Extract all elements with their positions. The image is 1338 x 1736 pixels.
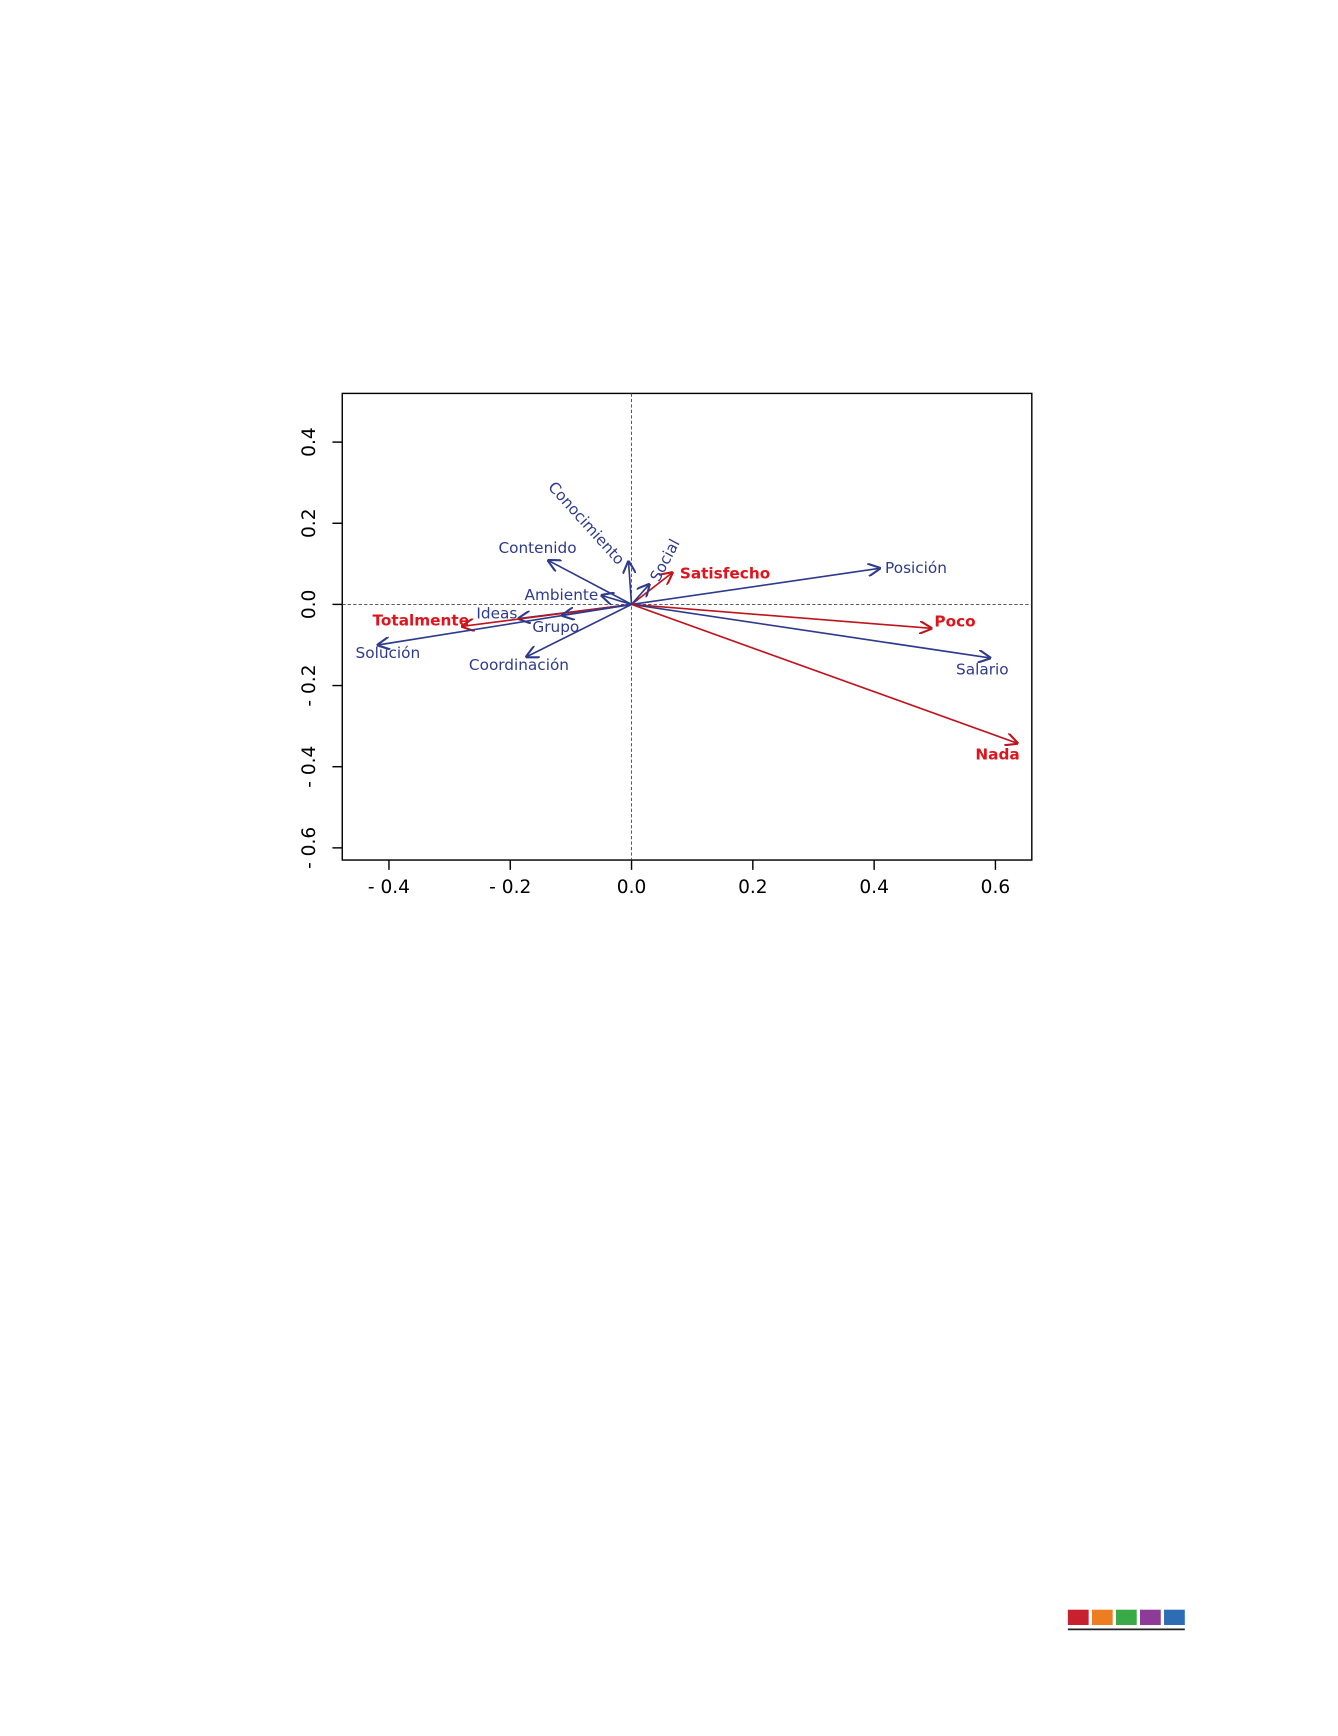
x-tick-label: - 0.2	[489, 877, 531, 898]
vector-arrow	[527, 603, 632, 656]
vector-label: Ambiente	[525, 586, 599, 604]
vector-label: Poco	[934, 612, 975, 630]
vector-arrow	[631, 603, 932, 628]
vector-arrow	[630, 585, 650, 605]
vector-label: Contenido	[498, 539, 576, 557]
vector-label: Social	[646, 536, 683, 584]
vector-label: Totalmente	[373, 611, 470, 629]
vector-arrow	[631, 603, 1018, 743]
vector-arrow	[629, 562, 632, 605]
y-tick-label: - 0.6	[299, 827, 320, 869]
y-tick-label: 0.2	[299, 508, 320, 538]
y-tick-label: - 0.4	[299, 746, 320, 788]
vector-label: Ideas	[476, 605, 517, 623]
vector-label: Grupo	[532, 618, 579, 636]
x-tick-label: 0.2	[738, 877, 768, 898]
x-tick-label: 0.4	[859, 877, 889, 898]
y-tick-label: 0.4	[299, 427, 320, 457]
vector-arrow	[631, 573, 673, 606]
x-tick-label: 0.0	[617, 877, 647, 898]
plot-frame	[341, 392, 1033, 861]
y-tick-label: 0.0	[299, 590, 320, 620]
x-tick-label: 0.6	[981, 877, 1011, 898]
vector-arrow	[602, 595, 632, 606]
vector-arrow	[378, 603, 632, 645]
vector-label: Posición	[885, 559, 947, 577]
color-strip	[1067, 1609, 1185, 1631]
vector-arrow	[631, 568, 880, 606]
vector-arrow	[548, 561, 632, 606]
x-tick-label: - 0.4	[368, 877, 410, 898]
vector-label: Satisfecho	[680, 564, 770, 582]
vector-label: Coordinación	[469, 656, 569, 674]
vector-label: Solución	[356, 644, 421, 662]
y-tick-label: - 0.2	[299, 664, 320, 706]
vector-label: Salario	[956, 660, 1009, 678]
vector-arrow	[631, 603, 990, 658]
vector-label: Nada	[975, 746, 1019, 764]
